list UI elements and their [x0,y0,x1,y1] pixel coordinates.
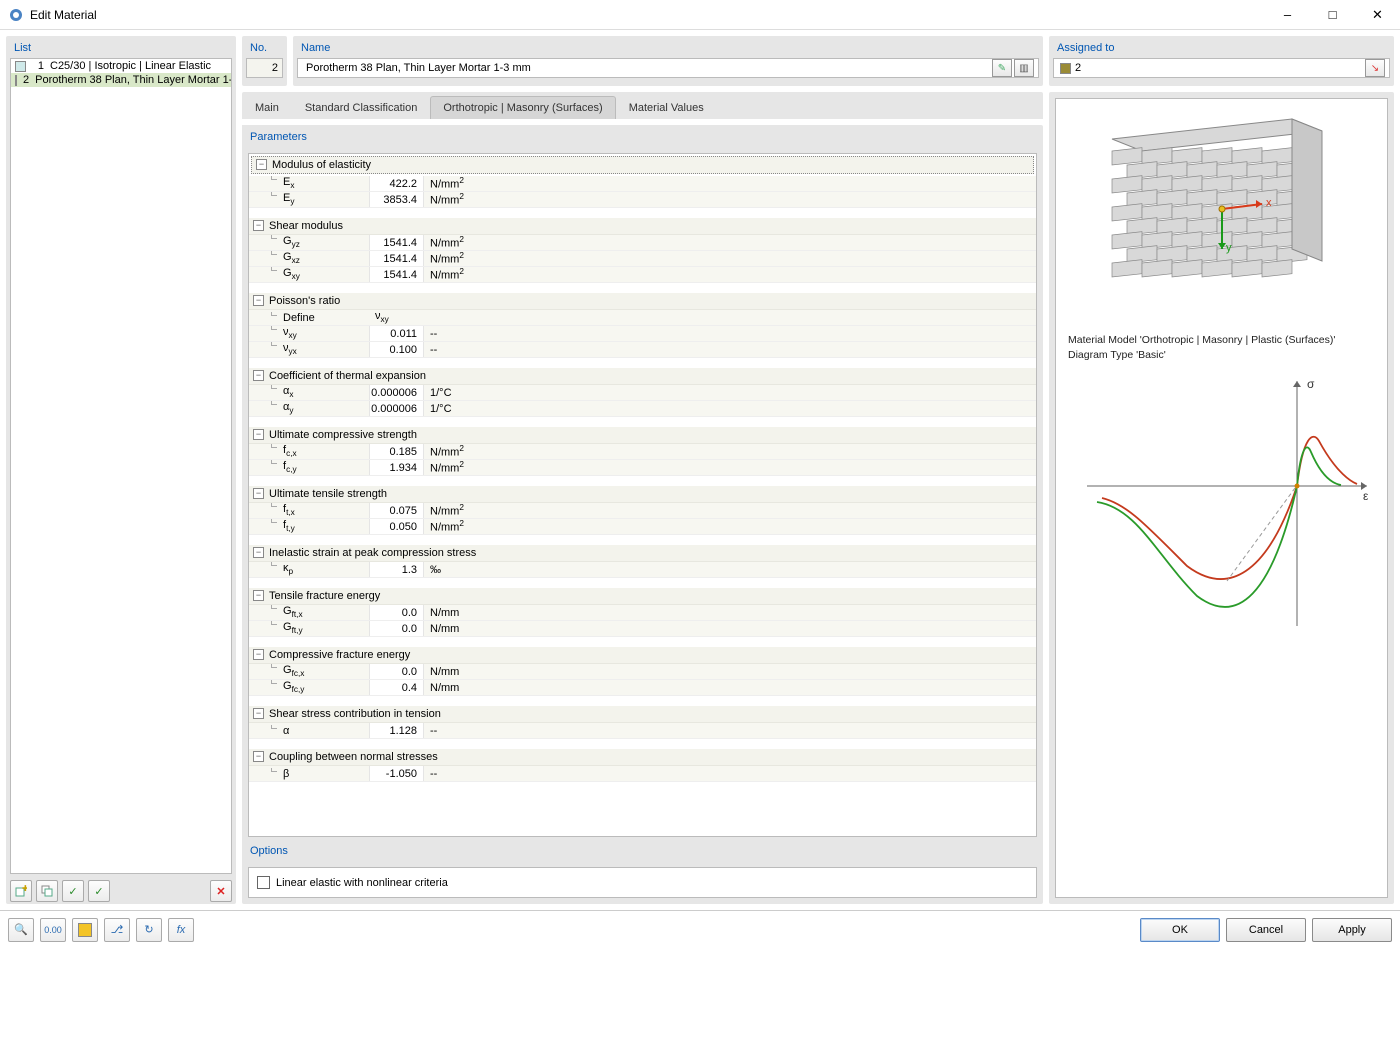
param-group-header[interactable]: −Modulus of elasticity [251,156,1034,174]
param-row[interactable]: νyx0.100-- [249,342,1036,358]
tab[interactable]: Standard Classification [292,96,431,119]
ok-button[interactable]: OK [1140,918,1220,942]
list-panel: List 1C25/30 | Isotropic | Linear Elasti… [6,36,236,904]
param-group-header[interactable]: −Tensile fracture energy [249,588,1036,605]
name-input[interactable] [302,62,990,74]
param-row[interactable]: Gfc,y0.4N/mm [249,680,1036,696]
param-group-header[interactable]: −Ultimate tensile strength [249,486,1036,503]
param-group-header[interactable]: −Shear stress contribution in tension [249,706,1036,723]
assigned-value: 2 [1075,62,1363,74]
svg-text:σ: σ [1307,377,1315,391]
linear-elastic-checkbox[interactable]: Linear elastic with nonlinear criteria [257,876,1028,889]
param-row[interactable]: Defineνxy [249,310,1036,326]
tool-button-2[interactable]: ↻ [136,918,162,942]
new-item-button[interactable]: ✚ [10,880,32,902]
cancel-button[interactable]: Cancel [1226,918,1306,942]
param-row[interactable]: Gft,x0.0N/mm [249,605,1036,621]
check-button-1[interactable]: ✓ [62,880,84,902]
param-row[interactable]: Gyz1541.4N/mm2 [249,235,1036,251]
help-button[interactable]: 🔍 [8,918,34,942]
maximize-button[interactable]: □ [1310,0,1355,30]
param-group-header[interactable]: −Coefficient of thermal expansion [249,368,1036,385]
param-row[interactable]: Gxz1541.4N/mm2 [249,251,1036,267]
linear-elastic-label: Linear elastic with nonlinear criteria [276,877,448,889]
param-row[interactable]: Gft,y0.0N/mm [249,621,1036,637]
assigned-title: Assigned to [1049,36,1394,58]
copy-item-button[interactable] [36,880,58,902]
assigned-panel: Assigned to 2 ↘ [1049,36,1394,86]
param-row[interactable]: αx0.0000061/°C [249,385,1036,401]
close-button[interactable]: ✕ [1355,0,1400,30]
param-group-header[interactable]: −Shear modulus [249,218,1036,235]
caption-line-1: Material Model 'Orthotropic | Masonry | … [1068,333,1335,348]
param-row[interactable]: fc,x0.185N/mm2 [249,444,1036,460]
param-group-header[interactable]: −Ultimate compressive strength [249,427,1036,444]
brick-diagram: xy [1072,109,1372,329]
tabs: MainStandard ClassificationOrthotropic |… [242,92,1043,119]
svg-text:ε: ε [1363,489,1369,503]
library-button[interactable]: ▥ [1014,59,1034,77]
delete-item-button[interactable]: ✕ [210,880,232,902]
list-toolbar: ✚ ✓ ✓ ✕ [6,878,236,904]
tab[interactable]: Material Values [616,96,717,119]
no-title: No. [242,36,287,58]
param-group-header[interactable]: −Compressive fracture energy [249,647,1036,664]
param-group-header[interactable]: −Inelastic strain at peak compression st… [249,545,1036,562]
window-title: Edit Material [30,8,1265,22]
param-row[interactable]: Ex422.2N/mm2 [249,176,1036,192]
param-row[interactable]: Gfc,x0.0N/mm [249,664,1036,680]
minimize-button[interactable]: – [1265,0,1310,30]
param-row[interactable]: fc,y1.934N/mm2 [249,460,1036,476]
app-icon [8,7,24,23]
check-button-2[interactable]: ✓ [88,880,110,902]
parameters-title: Parameters [248,131,1037,145]
param-row[interactable]: αy0.0000061/°C [249,401,1036,417]
param-row[interactable]: νxy0.011-- [249,326,1036,342]
tab[interactable]: Orthotropic | Masonry (Surfaces) [430,96,615,119]
footer: 🔍 0.00 ⎇ ↻ fx OK Cancel Apply [0,910,1400,948]
stress-strain-diagram: σε [1067,366,1377,646]
param-row[interactable]: β-1.050-- [249,766,1036,782]
list-title: List [6,36,236,58]
svg-text:y: y [1226,242,1232,254]
function-button[interactable]: fx [168,918,194,942]
param-row[interactable]: ft,y0.050N/mm2 [249,519,1036,535]
tool-button-1[interactable]: ⎇ [104,918,130,942]
name-title: Name [293,36,1043,58]
name-panel: Name ✎ ▥ [293,36,1043,86]
color-button[interactable] [72,918,98,942]
param-row[interactable]: Gxy1541.4N/mm2 [249,267,1036,283]
no-value: 2 [246,58,283,78]
no-panel: No. 2 [242,36,287,86]
param-row[interactable]: κp1.3‰ [249,562,1036,578]
param-row[interactable]: α1.128-- [249,723,1036,739]
parameters-grid[interactable]: −Modulus of elasticity Ex422.2N/mm2Ey3853… [248,153,1037,837]
options-title: Options [248,845,1037,859]
apply-button[interactable]: Apply [1312,918,1392,942]
param-group-header[interactable]: −Poisson's ratio [249,293,1036,310]
caption-line-2: Diagram Type 'Basic' [1068,348,1335,363]
list-item[interactable]: 2Porotherm 38 Plan, Thin Layer Mortar 1-… [11,73,231,87]
preview-area: xy Material Model 'Orthotropic | Masonry… [1055,98,1388,898]
tab[interactable]: Main [242,96,292,119]
units-button[interactable]: 0.00 [40,918,66,942]
svg-text:✚: ✚ [22,885,27,893]
pick-assigned-button[interactable]: ↘ [1365,59,1385,77]
svg-text:x: x [1266,197,1272,209]
param-row[interactable]: ft,x0.075N/mm2 [249,503,1036,519]
edit-name-button[interactable]: ✎ [992,59,1012,77]
titlebar: Edit Material – □ ✕ [0,0,1400,30]
param-row[interactable]: Ey3853.4N/mm2 [249,192,1036,208]
list-item[interactable]: 1C25/30 | Isotropic | Linear Elastic [11,59,231,73]
param-group-header[interactable]: −Coupling between normal stresses [249,749,1036,766]
